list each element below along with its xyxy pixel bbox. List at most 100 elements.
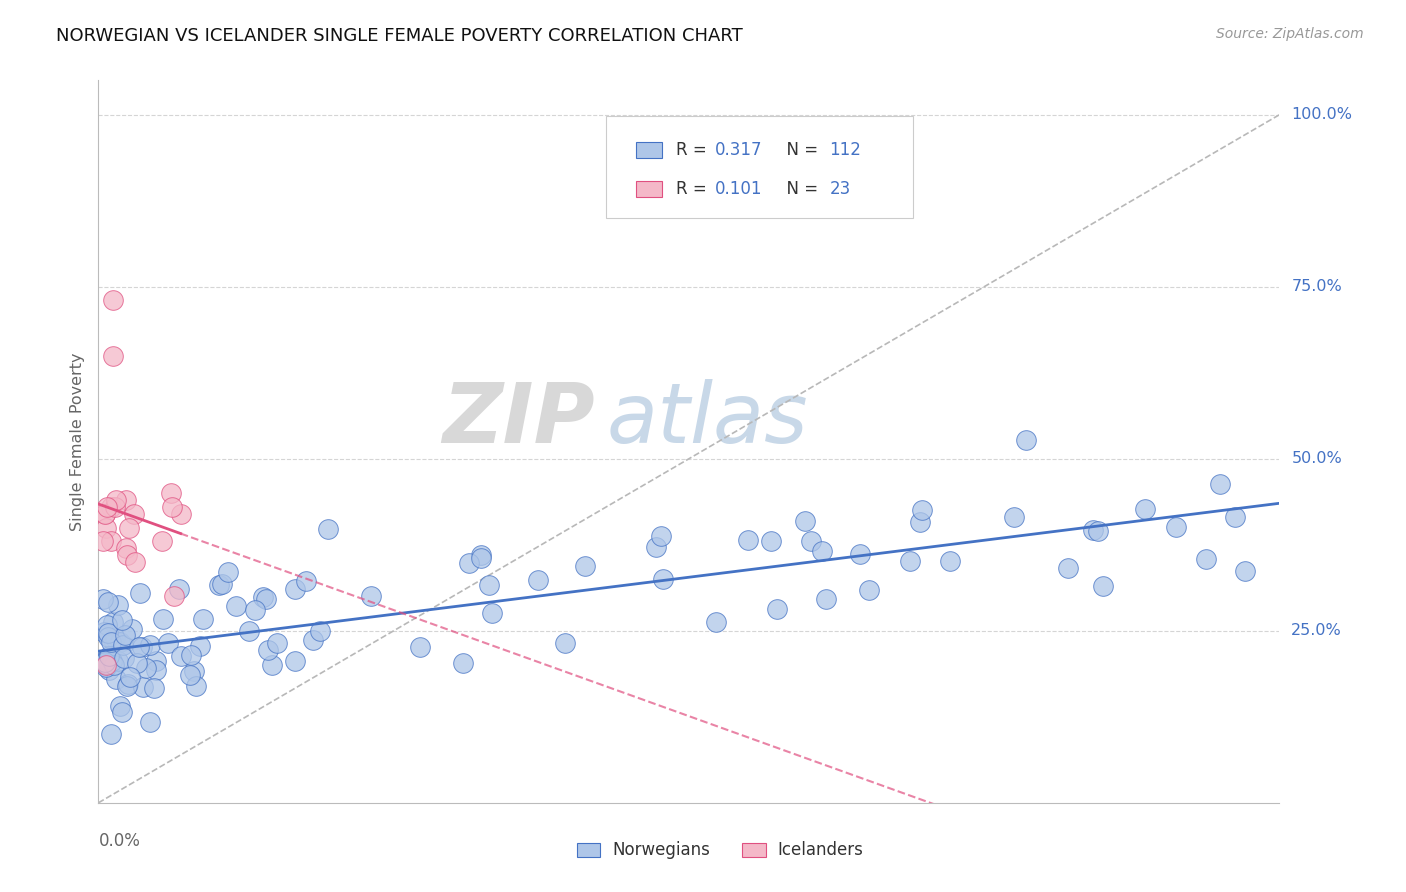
Point <box>793 514 815 528</box>
Point <box>554 636 576 650</box>
Point <box>94 659 117 673</box>
Point <box>100 500 122 514</box>
Point <box>193 612 215 626</box>
Point <box>96 500 118 514</box>
Point <box>169 648 191 663</box>
Point <box>128 640 150 654</box>
Point <box>939 554 962 568</box>
Point <box>160 486 183 500</box>
Point <box>179 668 201 682</box>
Point <box>122 507 145 521</box>
Point <box>1195 552 1218 566</box>
Point <box>908 516 931 530</box>
Point <box>91 591 114 606</box>
Text: 75.0%: 75.0% <box>1291 279 1341 294</box>
Text: NORWEGIAN VS ICELANDER SINGLE FEMALE POVERTY CORRELATION CHART: NORWEGIAN VS ICELANDER SINGLE FEMALE POV… <box>56 27 742 45</box>
Point <box>139 638 162 652</box>
Point <box>132 680 155 694</box>
Point <box>108 635 131 649</box>
Point <box>98 649 121 664</box>
Point <box>117 520 139 534</box>
Point <box>138 714 160 729</box>
Point <box>858 583 880 598</box>
Point <box>94 658 117 673</box>
Point <box>100 727 122 741</box>
Point <box>114 493 136 508</box>
FancyBboxPatch shape <box>576 843 600 857</box>
Point <box>257 643 280 657</box>
Point <box>150 534 173 549</box>
Point <box>225 599 247 614</box>
Point <box>100 635 122 649</box>
Y-axis label: Single Female Poverty: Single Female Poverty <box>69 352 84 531</box>
Text: Source: ZipAtlas.com: Source: ZipAtlas.com <box>1216 27 1364 41</box>
Point <box>112 651 135 665</box>
Point <box>453 657 475 671</box>
Point <box>160 500 183 514</box>
Point <box>96 618 118 632</box>
Point <box>97 626 120 640</box>
Point <box>180 648 202 663</box>
Point <box>94 657 117 672</box>
Point <box>97 630 120 644</box>
Point <box>104 673 127 687</box>
Point <box>103 615 125 629</box>
Point <box>254 591 277 606</box>
Point <box>117 676 139 690</box>
Point <box>765 601 787 615</box>
Text: ZIP: ZIP <box>441 379 595 460</box>
Point <box>360 589 382 603</box>
Point <box>94 520 117 534</box>
Point <box>111 613 134 627</box>
Point <box>108 698 131 713</box>
Point <box>318 522 340 536</box>
Text: 0.317: 0.317 <box>714 141 762 159</box>
Point <box>1002 509 1025 524</box>
Point <box>131 640 153 654</box>
Text: N =: N = <box>776 179 824 198</box>
Point <box>814 592 837 607</box>
Point <box>1166 520 1188 534</box>
Point <box>900 554 922 568</box>
Point <box>93 624 115 639</box>
Point <box>107 599 129 613</box>
Point <box>645 540 668 554</box>
Point <box>188 639 211 653</box>
Text: 0.0%: 0.0% <box>98 831 141 850</box>
Point <box>135 660 157 674</box>
Point <box>208 578 231 592</box>
Point <box>125 656 148 670</box>
Point <box>1057 560 1080 574</box>
Point <box>94 507 117 521</box>
Point <box>470 550 492 565</box>
Point <box>94 653 117 667</box>
Point <box>1092 579 1115 593</box>
Point <box>849 547 872 561</box>
Point <box>120 670 142 684</box>
FancyBboxPatch shape <box>606 117 914 218</box>
Point <box>800 533 823 548</box>
Point <box>101 349 124 363</box>
Point <box>103 632 125 647</box>
FancyBboxPatch shape <box>636 181 662 196</box>
Point <box>105 493 128 508</box>
Point <box>704 615 727 630</box>
Point <box>238 624 260 638</box>
Point <box>1081 523 1104 537</box>
Point <box>266 636 288 650</box>
Point <box>458 556 481 570</box>
Point <box>143 681 166 696</box>
Point <box>111 638 134 652</box>
Point <box>152 612 174 626</box>
Point <box>101 293 124 308</box>
Point <box>409 640 432 655</box>
Text: Norwegians: Norwegians <box>612 841 710 859</box>
Text: R =: R = <box>676 141 711 159</box>
Text: 100.0%: 100.0% <box>1291 107 1353 122</box>
Point <box>911 502 934 516</box>
Point <box>527 574 550 588</box>
Point <box>650 529 672 543</box>
Point <box>284 582 307 596</box>
Point <box>145 663 167 677</box>
Point <box>98 664 121 678</box>
